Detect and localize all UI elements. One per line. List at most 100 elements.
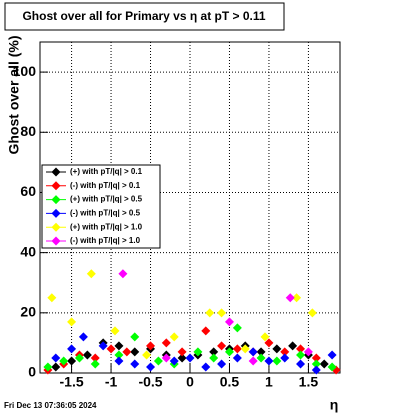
x-tick-label: -1 bbox=[105, 374, 118, 390]
legend-label: (-) with pT/|q| > 0.1 bbox=[70, 181, 141, 190]
point bbox=[209, 353, 219, 363]
legend-marker bbox=[51, 167, 61, 177]
point bbox=[142, 350, 152, 360]
point bbox=[130, 347, 140, 357]
point bbox=[90, 359, 100, 369]
point bbox=[205, 308, 215, 318]
x-tick-label: 0.5 bbox=[220, 374, 240, 390]
point bbox=[110, 326, 120, 336]
point bbox=[319, 359, 329, 369]
point bbox=[224, 317, 234, 327]
point bbox=[296, 344, 306, 354]
point bbox=[47, 293, 57, 303]
legend-label: (-) with pT/|q| > 1.0 bbox=[70, 236, 141, 245]
point bbox=[43, 362, 53, 372]
point bbox=[98, 341, 108, 351]
point bbox=[59, 356, 69, 366]
point bbox=[114, 341, 124, 351]
x-tick-label: 1.5 bbox=[299, 374, 319, 390]
point bbox=[240, 344, 250, 354]
point bbox=[248, 347, 258, 357]
point bbox=[169, 356, 179, 366]
point bbox=[217, 341, 227, 351]
point bbox=[260, 332, 270, 342]
point bbox=[153, 356, 163, 366]
timestamp: Fri Dec 13 07:36:05 2024 bbox=[4, 401, 97, 410]
point bbox=[292, 293, 302, 303]
point bbox=[130, 332, 140, 342]
point bbox=[272, 344, 282, 354]
y-tick-label: 60 bbox=[20, 183, 36, 199]
point bbox=[161, 338, 171, 348]
point bbox=[256, 347, 266, 357]
point bbox=[90, 353, 100, 363]
y-tick-label: 100 bbox=[13, 63, 37, 79]
y-tick-label: 40 bbox=[20, 243, 36, 259]
point bbox=[217, 359, 227, 369]
point bbox=[280, 353, 290, 363]
point bbox=[296, 359, 306, 369]
point bbox=[296, 350, 306, 360]
point bbox=[67, 344, 77, 354]
point bbox=[118, 269, 128, 279]
point bbox=[272, 356, 282, 366]
x-axis-label: η bbox=[330, 397, 339, 413]
y-tick-label: 20 bbox=[20, 304, 36, 320]
point bbox=[74, 353, 84, 363]
x-tick-label: -1.5 bbox=[60, 374, 84, 390]
point bbox=[114, 350, 124, 360]
point bbox=[51, 362, 61, 372]
point bbox=[232, 353, 242, 363]
legend-box bbox=[41, 164, 161, 249]
point bbox=[264, 356, 274, 366]
point bbox=[193, 347, 203, 357]
point bbox=[146, 341, 156, 351]
point bbox=[303, 347, 313, 357]
point bbox=[51, 353, 61, 363]
point bbox=[232, 323, 242, 333]
point bbox=[67, 317, 77, 327]
point bbox=[201, 326, 211, 336]
point bbox=[280, 347, 290, 357]
point bbox=[86, 269, 96, 279]
y-axis-label: Ghost over all (%) bbox=[6, 35, 22, 154]
point bbox=[311, 359, 321, 369]
plot-frame bbox=[39, 41, 341, 374]
point bbox=[185, 353, 195, 363]
legend-label: (+) with pT/|q| > 0.5 bbox=[70, 195, 143, 204]
legend-marker bbox=[51, 208, 61, 218]
legend-marker bbox=[51, 236, 61, 246]
point bbox=[288, 341, 298, 351]
legend-marker bbox=[51, 181, 61, 191]
point bbox=[248, 356, 258, 366]
point bbox=[67, 356, 77, 366]
legend-label: (+) with pT/|q| > 1.0 bbox=[70, 222, 143, 231]
chart-title: Ghost over all for Primary vs η at pT > … bbox=[22, 9, 265, 23]
x-tick-label: 0 bbox=[186, 374, 194, 390]
point bbox=[327, 362, 337, 372]
point bbox=[114, 356, 124, 366]
point bbox=[224, 347, 234, 357]
point bbox=[264, 338, 274, 348]
point bbox=[285, 293, 295, 303]
legend-label: (-) with pT/|q| > 0.5 bbox=[70, 209, 141, 218]
legend-marker bbox=[51, 222, 61, 232]
title-box bbox=[4, 2, 285, 31]
legend-marker bbox=[51, 195, 61, 205]
point bbox=[232, 344, 242, 354]
point bbox=[122, 347, 132, 357]
legend-label: (+) with pT/|q| > 0.1 bbox=[70, 167, 143, 176]
point bbox=[256, 353, 266, 363]
point bbox=[169, 332, 179, 342]
y-tick-label: 80 bbox=[20, 123, 36, 139]
point bbox=[177, 347, 187, 357]
point bbox=[307, 308, 317, 318]
x-tick-label: -0.5 bbox=[138, 374, 162, 390]
point bbox=[217, 308, 227, 318]
point bbox=[311, 353, 321, 363]
x-tick-label: 1 bbox=[265, 374, 273, 390]
point bbox=[78, 332, 88, 342]
point bbox=[209, 347, 219, 357]
point bbox=[327, 350, 337, 360]
